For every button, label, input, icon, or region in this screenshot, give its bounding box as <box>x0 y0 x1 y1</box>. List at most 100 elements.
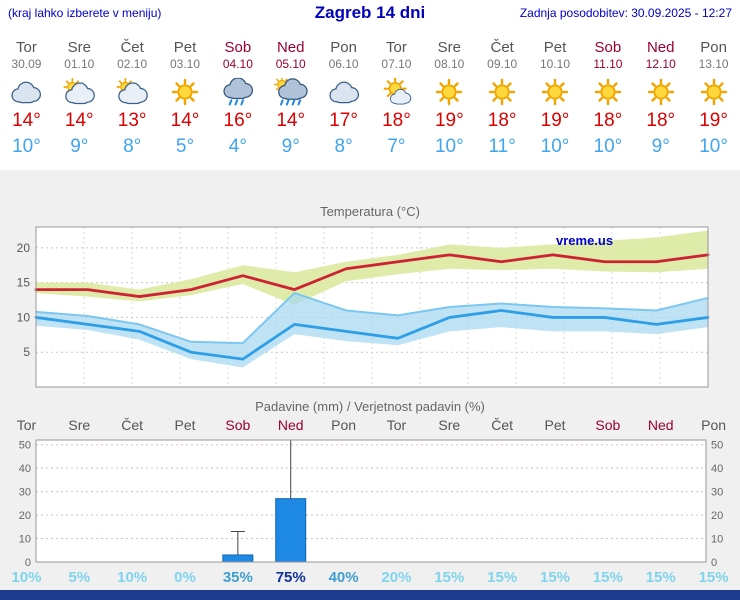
day-name-label: Pet <box>173 39 197 56</box>
precip-day-label: Sob <box>225 417 251 433</box>
day-date-label: 02.10 <box>117 57 148 71</box>
precip-probability-label: 5% <box>68 569 91 586</box>
day-min-temperature: 10° <box>593 136 623 157</box>
day-date-label: 07.10 <box>381 57 412 71</box>
sunny-icon <box>535 77 575 107</box>
precipitation-chart: 0 0 10 10 20 20 30 30 40 40 50 50 <box>0 434 740 566</box>
precip-day-label: Sob <box>595 417 621 433</box>
day-min-temperature: 9° <box>651 136 670 157</box>
precip-probability-label: 35% <box>222 569 253 586</box>
day-min-temperature: 9° <box>281 136 300 157</box>
precip-probability-label: 15% <box>645 569 676 586</box>
precip-bar <box>222 554 254 563</box>
sunny-icon <box>429 77 469 107</box>
svg-text:20: 20 <box>17 241 31 255</box>
day-column: Pon 13.10 19° 10° <box>687 39 740 158</box>
day-column: Tor 07.10 18° 7° <box>370 39 423 158</box>
day-max-temperature: 14° <box>170 110 200 131</box>
svg-text:0: 0 <box>711 557 717 566</box>
precip-probability-label: 15% <box>487 569 518 586</box>
precip-probability-label: 10% <box>11 569 42 586</box>
svg-text:30: 30 <box>711 487 723 499</box>
temperature-chart: 5 10 15 20 vreme.us <box>0 223 740 391</box>
svg-text:20: 20 <box>711 510 723 522</box>
svg-text:0: 0 <box>25 557 31 566</box>
partly-cloudy-icon <box>112 77 152 107</box>
day-date-label: 12.10 <box>645 57 676 71</box>
day-column: Sre 08.10 19° 10° <box>423 39 476 158</box>
day-date-label: 03.10 <box>169 57 201 71</box>
min-temperature-line <box>34 309 710 361</box>
header: (kraj lahko izberete v meniju) Zagreb 14… <box>0 0 740 29</box>
precip-day-label: Čet <box>121 417 144 433</box>
svg-text:40: 40 <box>19 463 31 475</box>
day-column: Pet 03.10 14° 5° <box>159 39 212 158</box>
day-name-label: Sre <box>437 39 461 56</box>
svg-text:50: 50 <box>19 440 31 452</box>
day-min-temperature: 8° <box>334 136 353 157</box>
cloudy-icon <box>6 77 46 107</box>
precip-probability-label: 15% <box>434 569 465 586</box>
precip-day-label: Tor <box>386 417 407 433</box>
precip-probability-label: 0% <box>174 569 196 586</box>
menu-note: (kraj lahko izberete v meniju) <box>8 6 162 20</box>
day-name-label: Čet <box>490 39 514 56</box>
mostly-sunny-icon <box>376 77 416 107</box>
svg-text:30: 30 <box>19 487 31 499</box>
precip-day-label: Ned <box>277 417 304 433</box>
precip-day-label: Pet <box>544 417 566 433</box>
precipitation-chart-title: Padavine (mm) / Verjetnost padavin (%) <box>255 399 485 414</box>
precip-bar <box>275 498 307 563</box>
day-name-label: Sob <box>594 39 622 56</box>
day-date-label: 10.10 <box>540 57 571 71</box>
day-min-temperature: 7° <box>387 136 406 157</box>
svg-text:10: 10 <box>17 310 31 324</box>
day-max-temperature: 19° <box>540 110 570 131</box>
day-max-temperature: 18° <box>646 110 676 131</box>
precip-probability-label: 15% <box>540 569 571 586</box>
partly-cloudy-icon <box>59 77 99 107</box>
day-date-label: 01.10 <box>64 57 95 71</box>
day-name-label: Sob <box>224 39 252 56</box>
day-column: Tor 30.09 14° 10° <box>0 39 53 158</box>
day-column: Čet 09.10 18° 11° <box>476 39 529 158</box>
day-date-label: 06.10 <box>328 57 359 71</box>
last-updated: Zadnja posodobitev: 30.09.2025 - 12:27 <box>519 6 732 20</box>
day-max-temperature: 19° <box>699 110 728 131</box>
svg-text:5: 5 <box>23 345 30 359</box>
day-name-label: Ned <box>646 39 675 56</box>
temperature-chart-title: Temperatura (°C) <box>320 204 420 219</box>
day-date-label: 05.10 <box>275 57 306 71</box>
precip-probability-label: 15% <box>592 569 623 586</box>
day-max-temperature: 14° <box>276 110 306 131</box>
precip-day-label: Pon <box>701 417 727 433</box>
day-column: Sob 11.10 18° 10° <box>581 39 634 158</box>
day-max-temperature: 19° <box>434 110 464 131</box>
day-name-label: Pon <box>330 39 357 56</box>
rain-icon <box>218 77 258 107</box>
day-max-temperature: 17° <box>329 110 358 131</box>
sunny-icon <box>482 77 522 107</box>
svg-text:20: 20 <box>19 510 31 522</box>
day-column: Čet 02.10 13° 8° <box>106 39 159 158</box>
rain-sun-icon <box>271 77 311 107</box>
day-column: Ned 12.10 18° 9° <box>634 39 687 158</box>
day-min-temperature: 4° <box>228 136 247 157</box>
day-date-label: 13.10 <box>698 57 729 71</box>
precip-day-label: Ned <box>647 417 674 433</box>
precip-probability-label: 15% <box>698 569 729 586</box>
precip-day-label: Tor <box>16 417 37 433</box>
temperature-chart-svg: 5 10 15 20 vreme.us <box>17 226 710 388</box>
precip-probability-label: 20% <box>381 569 412 586</box>
page-title: Zagreb 14 dni <box>314 3 426 22</box>
day-column: Pon 06.10 17° 8° <box>317 39 370 158</box>
day-column: Sob 04.10 16° 4° <box>211 39 264 158</box>
precip-day-label: Sre <box>68 417 91 433</box>
day-name-label: Čet <box>120 39 144 56</box>
svg-text:40: 40 <box>711 463 723 475</box>
day-name-label: Ned <box>276 39 305 56</box>
day-date-label: 04.10 <box>222 57 253 71</box>
day-name-label: Sre <box>67 39 91 56</box>
max-temperature-line <box>34 253 710 298</box>
